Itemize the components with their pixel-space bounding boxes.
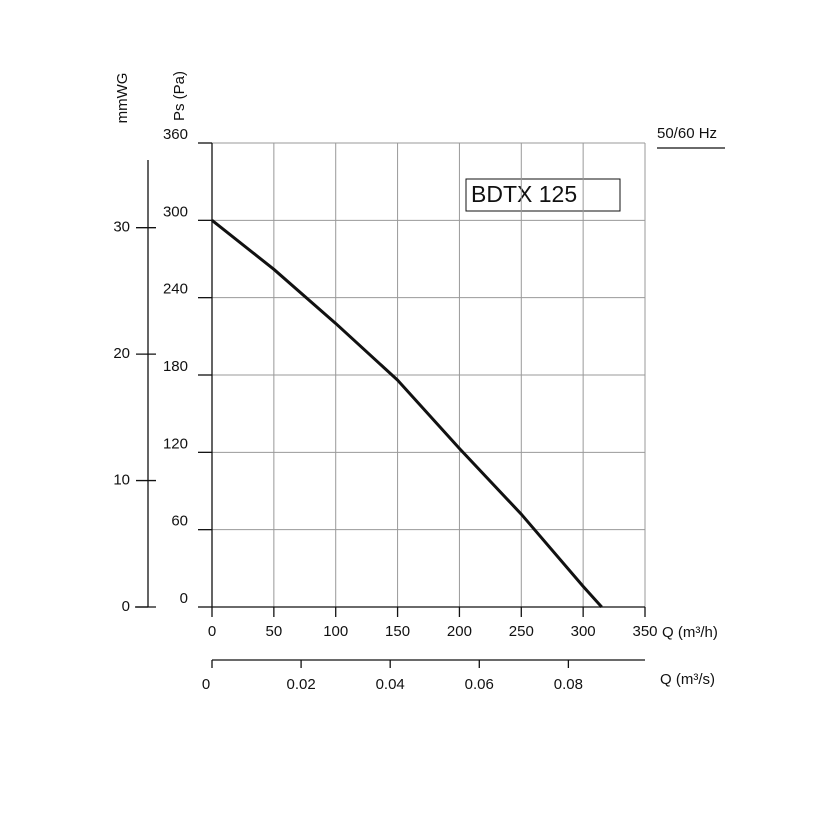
- x-tick-label: 300: [571, 623, 596, 640]
- y-tick-label: 240: [163, 281, 188, 298]
- x2-tick-label: 0.06: [465, 676, 494, 693]
- x-tick-label: 200: [447, 623, 472, 640]
- x2-tick-label: 0.08: [554, 676, 583, 693]
- x-tick-label: 350: [632, 623, 657, 640]
- x-tick-label: 150: [385, 623, 410, 640]
- y2-tick-label: 0: [122, 598, 130, 615]
- y-tick-label: 180: [163, 358, 188, 375]
- y-axis-label: Ps (Pa): [171, 71, 188, 121]
- x-tick-label: 50: [266, 623, 283, 640]
- x2-tick-label: 0.04: [376, 676, 405, 693]
- fan-curve: [211, 219, 603, 609]
- y-tick-label: 0: [180, 590, 188, 607]
- y-tick-label: 360: [163, 126, 188, 143]
- x2-tick-label: 0.02: [286, 676, 315, 693]
- y2-axis-label: mmWG: [114, 73, 131, 124]
- y-tick-label: 120: [163, 435, 188, 452]
- title-box: [465, 178, 621, 212]
- y2-tick-label: 10: [113, 472, 130, 489]
- x2-axis-label: Q (m³/s): [660, 671, 715, 688]
- x-tick-label: 250: [509, 623, 534, 640]
- x-tick-label: 100: [323, 623, 348, 640]
- y-tick-label: 60: [171, 513, 188, 530]
- x-tick-label: 0: [208, 623, 216, 640]
- chart-title: BDTX 125: [471, 181, 577, 207]
- x2-tick-label: 0: [202, 676, 210, 693]
- chart-subtitle: 50/60 Hz: [657, 125, 717, 142]
- x-axis-label: Q (m³/h): [662, 624, 718, 641]
- y-tick-label: 300: [163, 203, 188, 220]
- y2-tick-label: 30: [113, 219, 130, 236]
- y2-tick-label: 20: [113, 345, 130, 362]
